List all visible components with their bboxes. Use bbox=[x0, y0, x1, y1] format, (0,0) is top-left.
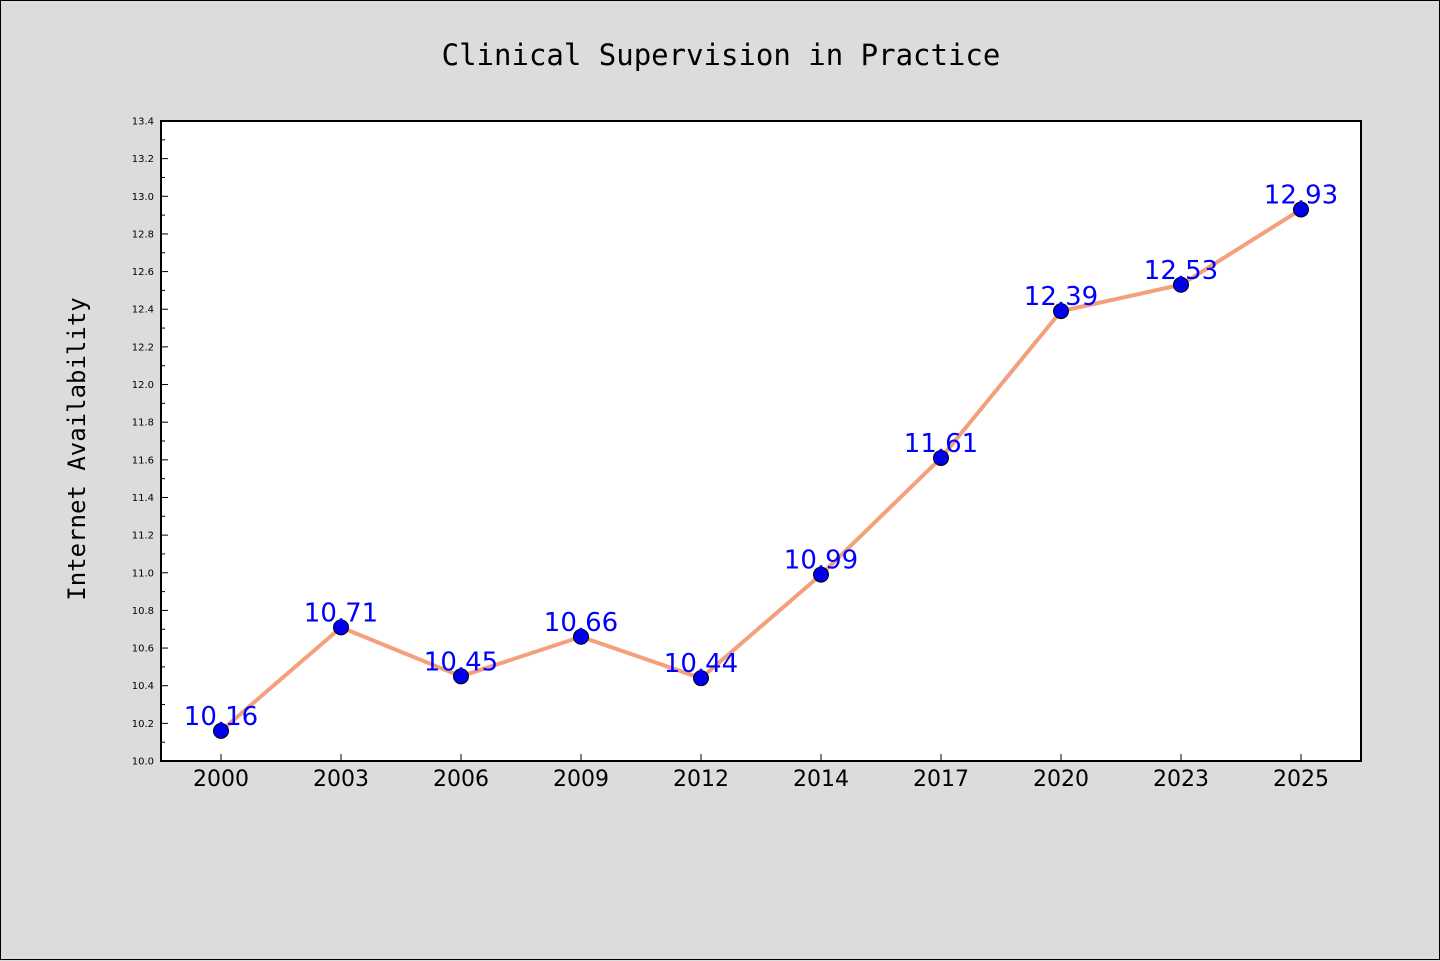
data-label: 11.61 bbox=[904, 429, 978, 459]
data-label: 10.16 bbox=[184, 702, 258, 732]
y-tick-label: 10.2 bbox=[132, 719, 154, 730]
data-label: 10.66 bbox=[544, 608, 618, 638]
y-tick-label: 13.0 bbox=[132, 192, 154, 203]
y-tick-label: 12.0 bbox=[132, 380, 154, 391]
data-point bbox=[1173, 276, 1189, 293]
data-label: 12.93 bbox=[1264, 180, 1338, 210]
data-point bbox=[813, 566, 829, 583]
y-tick-label: 12.4 bbox=[132, 305, 154, 316]
y-tick-label: 11.8 bbox=[132, 418, 154, 429]
x-tick-label: 2023 bbox=[1153, 767, 1209, 792]
data-label: 12.53 bbox=[1144, 256, 1218, 286]
data-point bbox=[1053, 303, 1069, 320]
y-tick-label: 11.2 bbox=[132, 531, 154, 542]
y-tick-label: 10.8 bbox=[132, 606, 154, 617]
x-tick-label: 2006 bbox=[433, 767, 489, 792]
y-axis-ticks: 10.0 10.2 10.4 10.6 10.8 11.0 11.2 11.4 11.6 11.8… bbox=[132, 117, 168, 768]
x-tick-label: 2000 bbox=[193, 767, 249, 792]
y-tick-label: 11.0 bbox=[132, 568, 154, 579]
y-tick-label: 11.6 bbox=[132, 455, 154, 466]
y-tick-label: 10.4 bbox=[132, 681, 154, 692]
y-tick-label: 13.4 bbox=[132, 117, 154, 128]
x-tick-label: 2012 bbox=[673, 767, 729, 792]
data-label: 10.99 bbox=[784, 546, 858, 576]
x-tick-label: 2017 bbox=[913, 767, 969, 792]
series-line-group: 10.16 10.71 10.45 10.66 10.44 10.99 11.61 12.39… bbox=[184, 180, 1338, 739]
y-tick-label: 10.6 bbox=[132, 644, 154, 655]
x-tick-label: 2009 bbox=[553, 767, 609, 792]
data-point bbox=[693, 670, 709, 687]
x-axis-ticks: 2000 2003 2006 2009 2012 2014 2017 2020 2023 2025 bbox=[193, 754, 1329, 792]
data-point bbox=[1293, 201, 1309, 218]
data-label: 10.44 bbox=[664, 649, 738, 679]
data-point bbox=[453, 668, 469, 685]
data-label: 12.39 bbox=[1024, 282, 1098, 312]
y-tick-label: 13.2 bbox=[132, 154, 154, 165]
data-point bbox=[573, 628, 589, 645]
y-tick-label: 11.4 bbox=[132, 493, 154, 504]
x-tick-label: 2014 bbox=[793, 767, 849, 792]
data-point bbox=[933, 449, 949, 466]
y-tick-label: 12.8 bbox=[132, 229, 154, 240]
data-point bbox=[213, 722, 229, 739]
y-tick-label: 12.2 bbox=[132, 342, 154, 353]
x-tick-label: 2020 bbox=[1033, 767, 1089, 792]
data-point bbox=[333, 619, 349, 636]
plot-area bbox=[160, 120, 1362, 762]
data-label: 10.71 bbox=[304, 598, 378, 628]
y-tick-label: 10.0 bbox=[132, 757, 154, 768]
series-line bbox=[219, 207, 1303, 733]
x-tick-label: 2003 bbox=[313, 767, 369, 792]
y-tick-label: 12.6 bbox=[132, 267, 154, 278]
data-label: 10.45 bbox=[424, 647, 498, 677]
x-tick-label: 2025 bbox=[1273, 767, 1329, 792]
chart-title: Clinical Supervision in Practice bbox=[442, 38, 1001, 72]
y-axis-label: Internet Availability bbox=[63, 297, 91, 600]
